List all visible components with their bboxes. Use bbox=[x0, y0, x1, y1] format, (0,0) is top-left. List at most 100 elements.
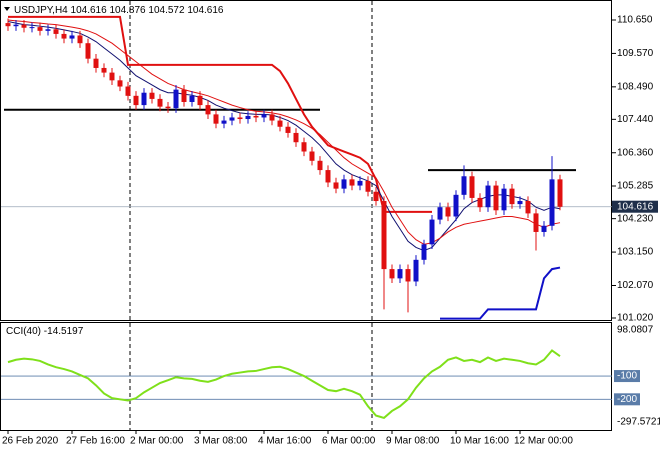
y-tick-label: 105.285 bbox=[617, 181, 654, 192]
x-tick-label: 10 Mar 16:00 bbox=[450, 436, 509, 447]
y-tick-label: 107.440 bbox=[617, 114, 654, 125]
y-range-label: 98.0807 bbox=[617, 325, 654, 336]
candle-body bbox=[293, 132, 299, 143]
x-tick-label: 2 Mar 00:00 bbox=[130, 436, 184, 447]
candle-body bbox=[237, 117, 243, 120]
candle-body bbox=[45, 29, 51, 31]
candle-body bbox=[485, 185, 491, 208]
candle-body bbox=[221, 120, 227, 124]
candle-body bbox=[461, 176, 467, 195]
y-tick-label: 102.070 bbox=[617, 280, 654, 291]
indicator-line bbox=[440, 266, 561, 320]
current-price-label: 104.616 bbox=[617, 201, 654, 212]
y-tick-label: 108.490 bbox=[617, 81, 654, 92]
candle-body bbox=[429, 219, 435, 245]
candle-body bbox=[405, 269, 411, 282]
high-value: 104.876 bbox=[109, 5, 146, 16]
candle-body bbox=[493, 185, 499, 211]
candle-body bbox=[509, 188, 515, 205]
close-value: 104.616 bbox=[187, 5, 224, 16]
cci-frame bbox=[0, 322, 612, 431]
candle-body bbox=[165, 106, 171, 109]
candle-body bbox=[285, 126, 291, 133]
indicator-line bbox=[7, 19, 561, 245]
candle-body bbox=[101, 67, 107, 73]
candle-body bbox=[469, 176, 475, 198]
candle-body bbox=[29, 27, 35, 29]
candle-body bbox=[357, 180, 363, 186]
candle-body bbox=[373, 191, 379, 202]
candle-body bbox=[381, 201, 387, 270]
y-tick-label: -100 bbox=[617, 371, 637, 382]
candle-body bbox=[109, 72, 115, 81]
candle-body bbox=[525, 201, 531, 214]
y-tick-label: 106.360 bbox=[617, 147, 654, 158]
level-label-box bbox=[614, 370, 640, 383]
candle-body bbox=[149, 92, 155, 99]
candle-body bbox=[269, 114, 275, 121]
candle-body bbox=[85, 43, 91, 59]
x-tick-label: 12 Mar 00:00 bbox=[514, 436, 573, 447]
candle-body bbox=[413, 259, 419, 282]
candle-body bbox=[533, 213, 539, 232]
candle-body bbox=[229, 117, 235, 121]
candle-body bbox=[117, 80, 123, 87]
level-label-box bbox=[614, 393, 640, 406]
low-value: 104.572 bbox=[148, 5, 185, 16]
candle-body bbox=[421, 244, 427, 260]
cci-value: -14.5197 bbox=[44, 326, 84, 337]
candle-body bbox=[69, 35, 75, 39]
indicator-line bbox=[8, 15, 432, 213]
x-tick-label: 6 Mar 00:00 bbox=[322, 436, 376, 447]
candle-body bbox=[261, 114, 267, 118]
collapse-icon bbox=[4, 7, 10, 11]
indicator-line bbox=[7, 21, 561, 252]
y-tick-label: -200 bbox=[617, 394, 637, 405]
x-tick-label: 4 Mar 16:00 bbox=[258, 436, 312, 447]
header: USDJPY,H4 104.616 104.876 104.572 104.61… bbox=[14, 5, 224, 16]
y-tick-label: 109.570 bbox=[617, 48, 654, 59]
y-range-label: -297.5721 bbox=[617, 417, 660, 428]
candle-body bbox=[205, 105, 211, 115]
main-frame bbox=[0, 0, 612, 321]
candle-body bbox=[197, 95, 203, 106]
x-tick-label: 27 Feb 16:00 bbox=[66, 436, 125, 447]
candle-body bbox=[541, 225, 547, 232]
current-price-box bbox=[612, 200, 658, 213]
candle-body bbox=[245, 115, 251, 120]
cci-line bbox=[7, 349, 561, 420]
candle-body bbox=[13, 24, 19, 27]
candle-body bbox=[389, 269, 395, 279]
candle-body bbox=[181, 89, 187, 102]
candle-body bbox=[5, 23, 11, 27]
cci-header: CCI(40) -14.5197 bbox=[6, 326, 84, 337]
candle-body bbox=[77, 35, 83, 44]
candle-body bbox=[557, 179, 563, 207]
candle-body bbox=[477, 197, 483, 208]
y-tick-label: 110.650 bbox=[617, 15, 653, 26]
candle-body bbox=[213, 114, 219, 124]
x-tick-label: 3 Mar 08:00 bbox=[194, 436, 248, 447]
candle-body bbox=[141, 92, 147, 106]
candle-body bbox=[93, 58, 99, 68]
cci-title: CCI(40) bbox=[6, 326, 41, 337]
candle-body bbox=[253, 115, 259, 118]
x-tick-label: 26 Feb 2020 bbox=[2, 436, 59, 447]
candle-body bbox=[397, 269, 403, 279]
candle-body bbox=[125, 86, 131, 96]
candle-body bbox=[317, 160, 323, 171]
candle-body bbox=[173, 89, 179, 109]
candle-body bbox=[37, 27, 43, 31]
candle-body bbox=[301, 142, 307, 152]
symbol: USDJPY,H4 bbox=[14, 5, 68, 16]
x-tick-label: 9 Mar 08:00 bbox=[386, 436, 440, 447]
candle-body bbox=[309, 151, 315, 161]
y-tick-label: 103.150 bbox=[617, 247, 654, 258]
candle-body bbox=[501, 188, 507, 211]
candle-body bbox=[133, 95, 139, 106]
candle-body bbox=[53, 29, 59, 34]
candle-body bbox=[157, 98, 163, 107]
open-value: 104.616 bbox=[71, 5, 108, 16]
